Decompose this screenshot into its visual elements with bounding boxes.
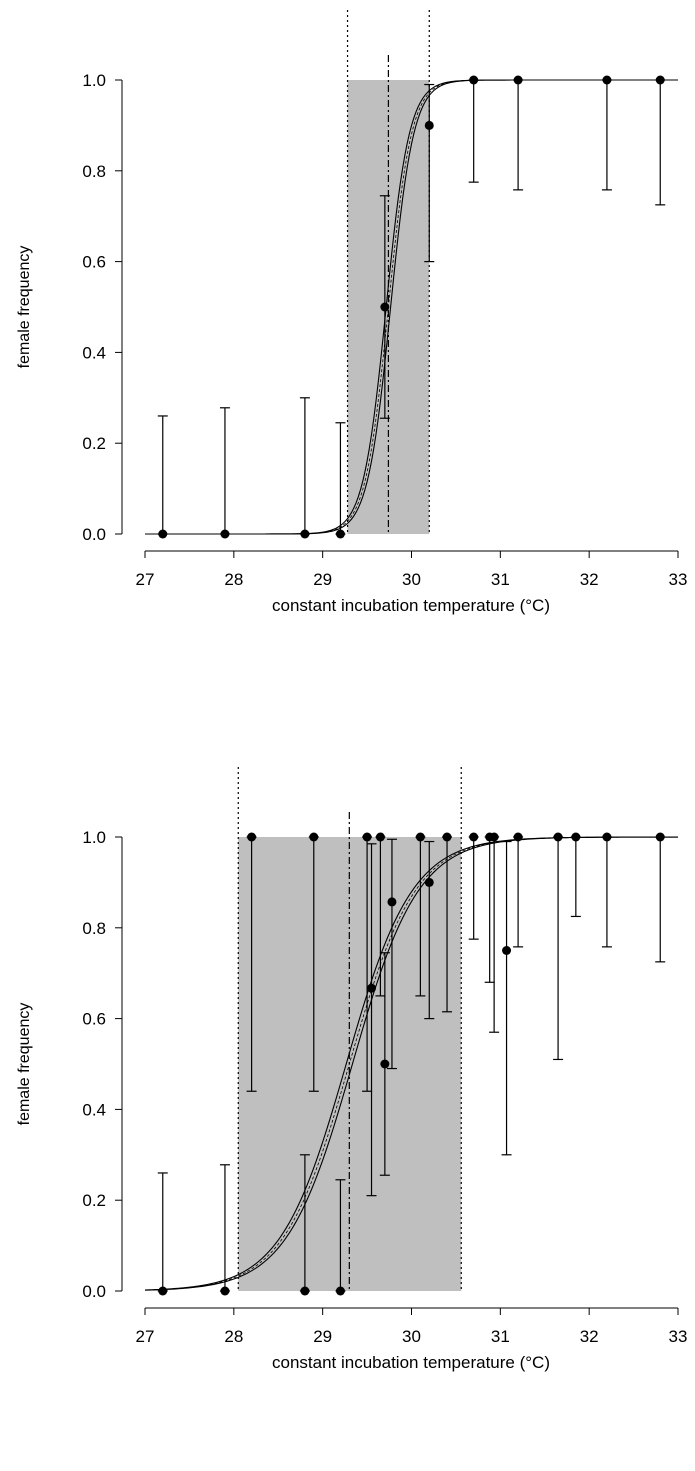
y-tick-label-3: 0.6 — [82, 1010, 106, 1029]
x-tick-label-4: 31 — [491, 1327, 510, 1346]
x-tick-label-5: 32 — [580, 570, 599, 589]
data-point-5 — [335, 1286, 345, 1296]
x-tick-label-1: 28 — [224, 1327, 243, 1346]
y-tick-label-2: 0.4 — [82, 1100, 106, 1119]
y-tick-label-1: 0.2 — [82, 434, 106, 453]
x-tick-label-3: 30 — [402, 1327, 421, 1346]
data-point-2 — [247, 832, 257, 842]
data-point-2 — [300, 529, 310, 539]
data-point-6 — [362, 832, 372, 842]
chart-bottom: 0.0 0.2 0.4 0.6 0.8 1.0 27 28 29 30 31 32 33 constant… — [0, 757, 695, 1471]
data-point-22 — [655, 832, 665, 842]
x-tick-label-2: 29 — [313, 1327, 332, 1346]
data-point-7 — [513, 75, 523, 85]
data-point-3 — [300, 1286, 310, 1296]
x-tick-label-0: 27 — [136, 570, 155, 589]
data-point-9 — [380, 1059, 390, 1069]
y-tick-label-5: 1.0 — [82, 828, 106, 847]
chart-bottom-svg: 0.0 0.2 0.4 0.6 0.8 1.0 27 28 29 30 31 32 33 constant… — [16, 767, 688, 1372]
data-point-13 — [442, 832, 452, 842]
chart-top: 0.0 0.2 0.4 0.6 0.8 1.0 27 28 29 30 31 32 33 constant… — [0, 0, 695, 714]
chart-top-svg: 0.0 0.2 0.4 0.6 0.8 1.0 27 28 29 30 31 32 33 constant… — [16, 10, 688, 615]
data-point-12 — [424, 877, 434, 887]
fit-curve-center — [145, 79, 678, 535]
data-point-6 — [469, 75, 479, 85]
data-point-16 — [489, 832, 499, 842]
y-axis-label: female frequency — [16, 246, 33, 369]
y-tick-label-0: 0.0 — [82, 525, 106, 544]
data-point-5 — [424, 120, 434, 130]
x-tick-label-1: 28 — [224, 570, 243, 589]
data-point-8 — [602, 75, 612, 85]
data-point-8 — [375, 832, 385, 842]
y-axis-label: female frequency — [16, 1003, 33, 1126]
data-point-20 — [571, 832, 581, 842]
data-point-1 — [220, 529, 230, 539]
x-tick-label-0: 27 — [136, 1327, 155, 1346]
data-point-1 — [220, 1286, 230, 1296]
x-tick-label-6: 33 — [669, 1327, 688, 1346]
x-tick-label-4: 31 — [491, 570, 510, 589]
x-tick-label-2: 29 — [313, 570, 332, 589]
data-point-4 — [309, 832, 319, 842]
data-point-14 — [469, 832, 479, 842]
data-point-0 — [158, 1286, 168, 1296]
x-axis-label: constant incubation temperature (°C) — [272, 596, 550, 615]
data-point-18 — [513, 832, 523, 842]
data-point-7 — [367, 983, 377, 993]
y-tick-label-4: 0.8 — [82, 919, 106, 938]
x-tick-label-3: 30 — [402, 570, 421, 589]
x-tick-label-6: 33 — [669, 570, 688, 589]
data-point-9 — [655, 75, 665, 85]
data-point-3 — [335, 529, 345, 539]
x-axis-label: constant incubation temperature (°C) — [272, 1353, 550, 1372]
y-tick-label-2: 0.4 — [82, 343, 106, 362]
data-point-4 — [380, 302, 390, 312]
y-tick-label-0: 0.0 — [82, 1282, 106, 1301]
data-point-17 — [502, 946, 512, 955]
data-point-11 — [415, 832, 425, 842]
x-tick-label-5: 32 — [580, 1327, 599, 1346]
fit-curve-lower — [144, 836, 678, 1291]
y-tick-label-3: 0.6 — [82, 253, 106, 272]
data-point-19 — [553, 832, 563, 842]
data-point-21 — [602, 832, 612, 842]
y-tick-label-4: 0.8 — [82, 162, 106, 181]
data-point-0 — [158, 529, 168, 539]
fit-curve-center — [144, 836, 678, 1291]
fit-curve-lower — [145, 79, 678, 535]
data-point-10 — [387, 897, 397, 907]
y-tick-label-5: 1.0 — [82, 71, 106, 90]
y-tick-label-1: 0.2 — [82, 1191, 106, 1210]
